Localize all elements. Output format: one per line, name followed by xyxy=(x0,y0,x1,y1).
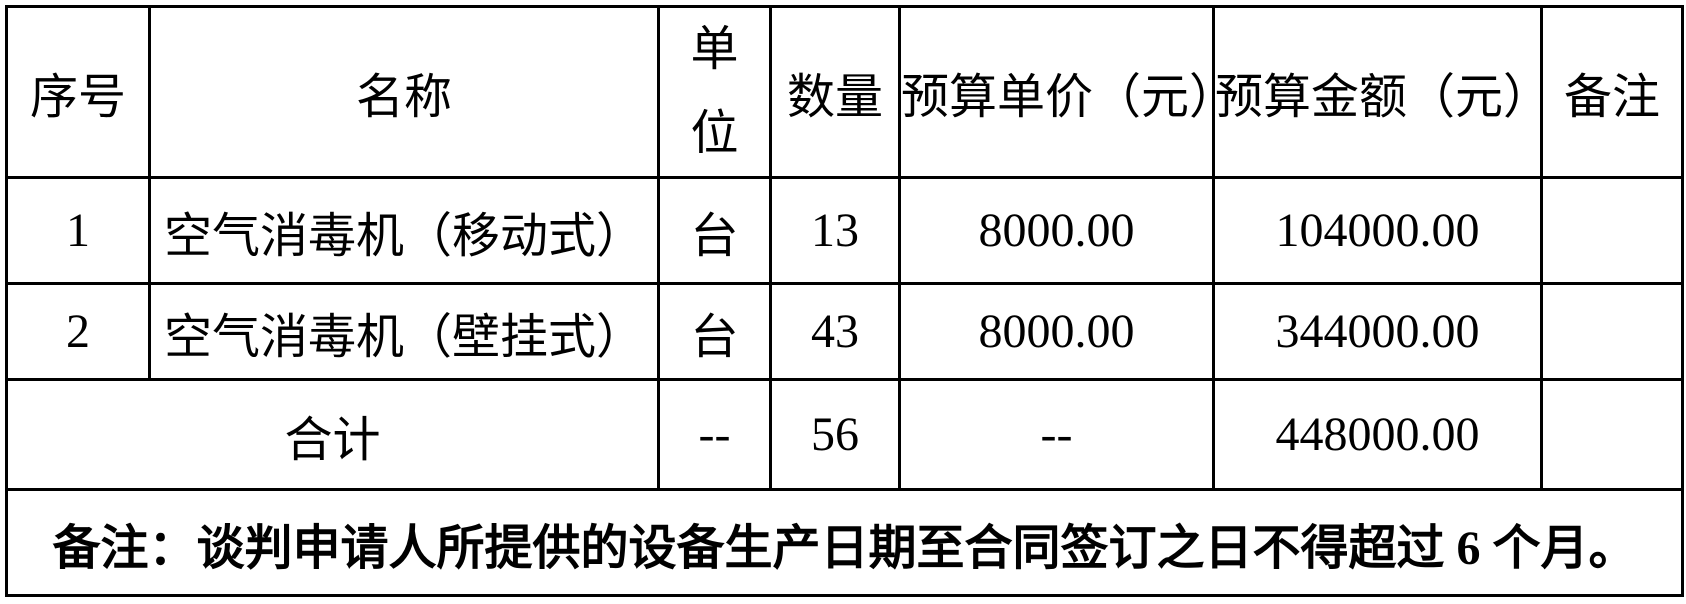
table-row: 1 空气消毒机（移动式） 台 13 8000.00 104000.00 xyxy=(5,176,1684,285)
col-header-amount: 预算金额（元） xyxy=(1212,5,1543,179)
cell-remark xyxy=(1540,176,1684,285)
remark-note: 备注：谈判申请人所提供的设备生产日期至合同签订之日不得超过 6 个月。 xyxy=(5,488,1684,597)
total-row: 合计 -- 56 -- 448000.00 xyxy=(5,378,1684,491)
col-header-unit: 单位 xyxy=(657,5,772,179)
col-header-unit-label: 单位 xyxy=(690,23,739,160)
cell-name: 空气消毒机（移动式） xyxy=(148,176,660,285)
note-row: 备注：谈判申请人所提供的设备生产日期至合同签订之日不得超过 6 个月。 xyxy=(5,488,1684,597)
header-row: 序号 名称 单位 数量 预算单价（元） 预算金额（元） 备注 xyxy=(5,5,1684,179)
col-header-qty: 数量 xyxy=(769,5,901,179)
col-header-name: 名称 xyxy=(148,5,660,179)
cell-unit-price: 8000.00 xyxy=(898,282,1215,381)
total-label: 合计 xyxy=(5,378,660,491)
cell-qty: 43 xyxy=(769,282,901,381)
total-unit-price: -- xyxy=(898,378,1215,491)
total-remark xyxy=(1540,378,1684,491)
col-header-index: 序号 xyxy=(5,5,151,179)
cell-unit-price: 8000.00 xyxy=(898,176,1215,285)
budget-table: 序号 名称 单位 数量 预算单价（元） 预算金额（元） 备注 1 空气消毒机（移… xyxy=(5,5,1684,597)
col-header-unit-price: 预算单价（元） xyxy=(898,5,1215,179)
cell-remark xyxy=(1540,282,1684,381)
cell-qty: 13 xyxy=(769,176,901,285)
cell-name: 空气消毒机（壁挂式） xyxy=(148,282,660,381)
total-qty: 56 xyxy=(769,378,901,491)
cell-amount: 344000.00 xyxy=(1212,282,1543,381)
total-amount: 448000.00 xyxy=(1212,378,1543,491)
cell-index: 2 xyxy=(5,282,151,381)
col-header-remark: 备注 xyxy=(1540,5,1684,179)
cell-unit: 台 xyxy=(657,176,772,285)
cell-unit: 台 xyxy=(657,282,772,381)
table-row: 2 空气消毒机（壁挂式） 台 43 8000.00 344000.00 xyxy=(5,282,1684,381)
cell-index: 1 xyxy=(5,176,151,285)
total-unit: -- xyxy=(657,378,772,491)
cell-amount: 104000.00 xyxy=(1212,176,1543,285)
